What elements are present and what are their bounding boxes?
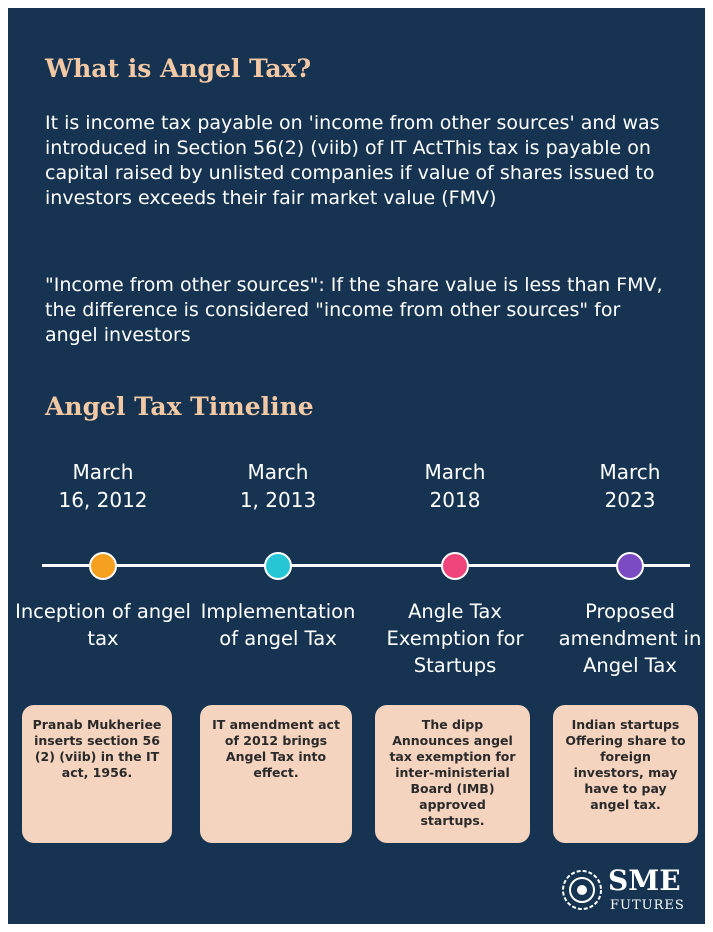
event-title: Proposed amendment in Angel Tax [558, 600, 702, 677]
logo-name: SME [608, 864, 681, 897]
event-date-day: 16, 2012 [58, 488, 148, 512]
event-date-month: March [247, 460, 309, 484]
logo: SME FUTURES [560, 864, 700, 916]
event-date: March 2018 [370, 458, 540, 514]
event-date-day: 2018 [429, 488, 481, 512]
timeline-title: Angel Tax Timeline [45, 392, 314, 421]
panel: What is Angel Tax? It is income tax paya… [8, 8, 705, 924]
paragraph: "Income from other sources": If the shar… [45, 274, 663, 346]
event-description: IT amendment act of 2012 brings Angel Ta… [200, 705, 352, 843]
logo-sub: FUTURES [610, 898, 685, 913]
event-dot [89, 552, 117, 580]
event-date-month: March [599, 460, 661, 484]
event-dot [441, 552, 469, 580]
event-description: The dipp Announces angel tax exemption f… [375, 705, 530, 843]
event-title: Implementation of angel Tax [200, 600, 356, 650]
logo-icon [562, 870, 602, 910]
event-description: Indian startups Offering share to foreig… [553, 705, 698, 843]
event-dot [616, 552, 644, 580]
main-title: What is Angel Tax? [45, 54, 312, 83]
event-date-month: March [424, 460, 486, 484]
timeline-line [42, 564, 690, 567]
event-description: Pranab Mukheriee inserts section 56 (2) … [22, 705, 172, 843]
event-date: March 16, 2012 [18, 458, 188, 514]
event-date-month: March [72, 460, 134, 484]
event-title: Angle Tax Exemption for Startups [386, 600, 524, 677]
event-date-day: 2023 [604, 488, 656, 512]
event-date-day: 1, 2013 [239, 488, 317, 512]
event-date: March 1, 2013 [193, 458, 363, 514]
event-dot [264, 552, 292, 580]
paragraph: It is income tax payable on 'income from… [45, 112, 660, 209]
event-date: March 2023 [545, 458, 713, 514]
event-title: Inception of angel tax [15, 600, 191, 650]
